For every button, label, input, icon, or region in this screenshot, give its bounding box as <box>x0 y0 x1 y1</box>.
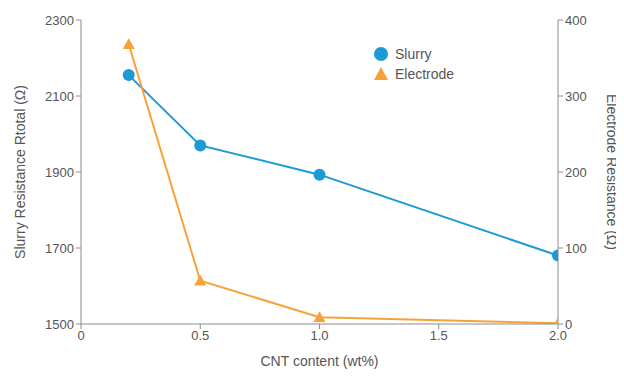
svg-text:2100: 2100 <box>45 89 74 104</box>
svg-text:1900: 1900 <box>45 165 74 180</box>
svg-text:1.5: 1.5 <box>430 328 448 343</box>
svg-text:2.0: 2.0 <box>549 328 567 344</box>
svg-text:1500: 1500 <box>45 317 74 332</box>
svg-text:200: 200 <box>565 165 587 180</box>
html-text:Electrode: Electrode <box>395 66 455 82</box>
svg-text:0: 0 <box>77 328 84 343</box>
svg-text:2300: 2300 <box>45 13 74 28</box>
svg-text:0: 0 <box>565 317 572 332</box>
svg-text:CNT content (wt%): CNT content (wt%) <box>261 353 379 369</box>
svg-text:Slurry Resistance Rtotal (Ω): Slurry Resistance Rtotal (Ω) <box>12 85 28 259</box>
svg-text:100: 100 <box>565 241 587 256</box>
html-text:Slurry: Slurry <box>395 46 432 62</box>
svg-text:400: 400 <box>565 13 587 28</box>
svg-text:Electrode Resistance (Ω): Electrode Resistance (Ω) <box>604 94 616 250</box>
svg-text:0.5: 0.5 <box>191 328 209 343</box>
svg-text:1700: 1700 <box>45 241 74 256</box>
svg-text:300: 300 <box>565 89 587 104</box>
svg-text:1.0: 1.0 <box>310 328 328 343</box>
